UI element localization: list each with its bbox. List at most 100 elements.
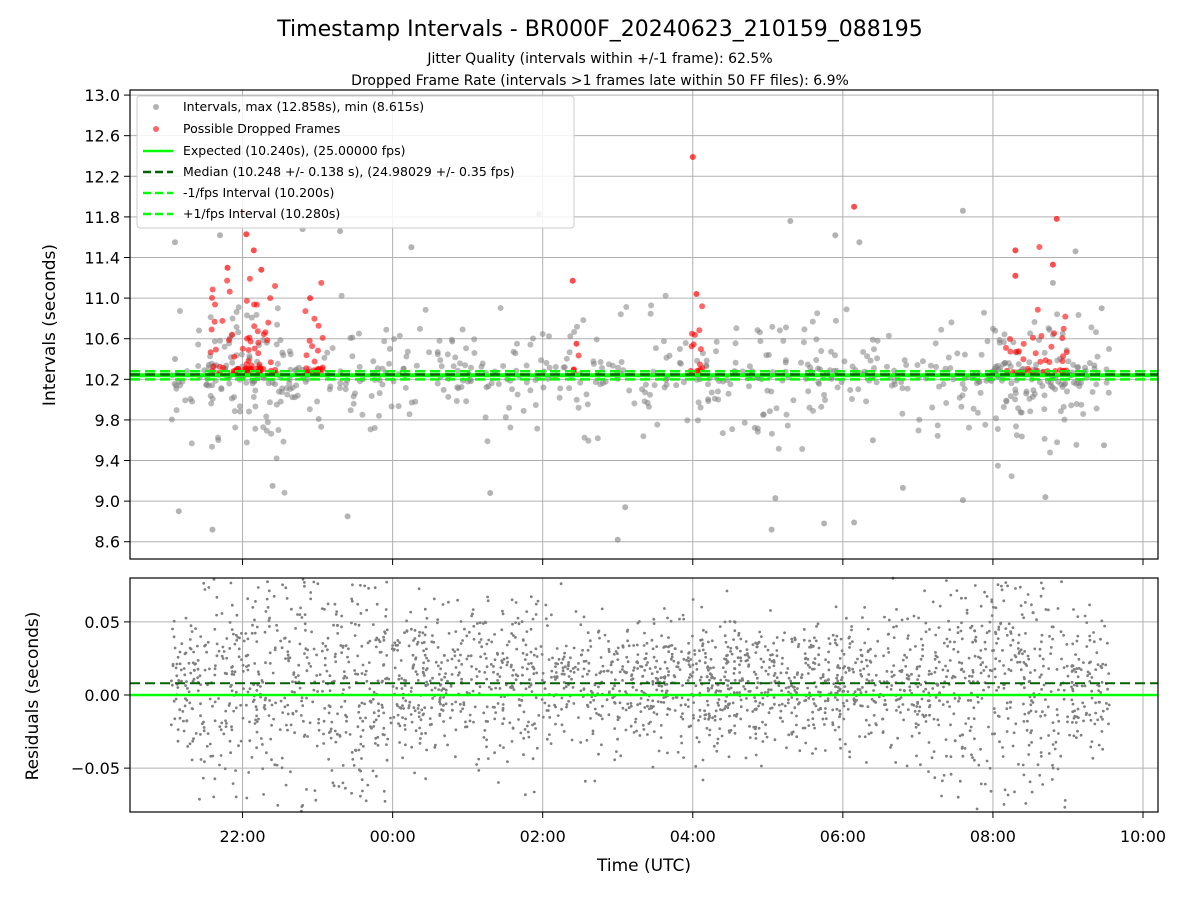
residual-point (581, 675, 584, 678)
residual-point (431, 697, 434, 700)
residual-point (171, 627, 174, 631)
residual-point (474, 667, 478, 671)
residual-point (1088, 713, 1091, 717)
residual-point (1039, 736, 1043, 740)
residual-point (516, 674, 520, 678)
residual-point (579, 689, 583, 693)
residual-point (323, 707, 327, 710)
residual-point (510, 598, 514, 602)
interval-point (801, 326, 808, 333)
interval-point (215, 434, 221, 441)
residual-point (269, 737, 273, 741)
interval-point (680, 379, 687, 386)
interval-point (943, 400, 950, 406)
residual-point (1023, 686, 1026, 690)
residual-point (297, 674, 300, 677)
residual-point (972, 717, 976, 721)
interval-point (252, 387, 259, 394)
residual-point (1094, 711, 1098, 715)
residual-point (309, 665, 313, 668)
residual-point (178, 708, 182, 712)
residual-point (439, 667, 442, 671)
interval-point (662, 292, 669, 299)
interval-point (478, 363, 485, 370)
interval-point (950, 376, 957, 383)
residual-point (322, 742, 326, 745)
interval-point (813, 336, 820, 343)
residual-point (769, 681, 773, 685)
residual-point (360, 757, 363, 760)
residual-point (918, 705, 922, 709)
residual-point (680, 741, 684, 745)
residual-point (431, 676, 434, 680)
residual-point (907, 677, 911, 681)
residual-point (440, 661, 443, 664)
residual-point (752, 725, 756, 729)
residual-point (338, 735, 342, 738)
residual-point (731, 701, 735, 705)
dropped-frame-point (1048, 343, 1055, 350)
residual-point (1063, 799, 1067, 802)
residual-point (667, 650, 671, 654)
residual-point (205, 744, 209, 748)
residual-point (510, 632, 513, 635)
residual-point (917, 674, 921, 678)
residual-point (323, 656, 327, 660)
residual-point (1063, 805, 1067, 809)
residual-point (931, 600, 935, 604)
interval-point (327, 383, 334, 390)
residual-point (856, 688, 860, 691)
interval-point (512, 350, 519, 357)
residual-point (1083, 614, 1087, 618)
residual-point (191, 679, 195, 683)
residual-point (411, 653, 415, 657)
interval-point (1031, 319, 1038, 325)
interval-point (566, 385, 573, 392)
residual-point (273, 763, 277, 767)
residual-point (1022, 661, 1026, 664)
residual-point (934, 651, 937, 654)
interval-point (1007, 393, 1014, 400)
interval-point (462, 362, 469, 369)
intervals-y-tick-label: 9.0 (95, 492, 120, 511)
residual-point (613, 727, 617, 730)
residual-point (1092, 631, 1095, 634)
residual-point (430, 688, 434, 692)
residual-point (955, 589, 959, 592)
residual-point (354, 672, 357, 676)
residual-point (726, 660, 730, 664)
residual-point (284, 783, 288, 787)
residual-point (679, 734, 683, 738)
x-tick-label: 04:00 (670, 827, 716, 846)
residual-point (806, 663, 810, 667)
residual-point (1088, 672, 1092, 676)
residual-point (368, 639, 372, 643)
residual-point (305, 656, 309, 659)
residual-point (753, 696, 756, 699)
residual-point (563, 651, 566, 655)
residual-point (727, 755, 731, 759)
dropped-frame-point (246, 275, 253, 282)
residual-point (202, 726, 206, 729)
residual-point (1003, 788, 1007, 792)
dropped-frame-point (229, 331, 236, 338)
dropped-frame-point (251, 345, 258, 352)
residual-point (924, 621, 928, 625)
interval-point (386, 345, 393, 352)
interval-point (238, 351, 245, 358)
residual-point (1022, 702, 1025, 706)
residual-point (663, 660, 667, 664)
residual-point (442, 687, 446, 691)
residual-point (993, 667, 997, 671)
residual-point (793, 676, 796, 679)
residual-point (1103, 624, 1106, 628)
residual-point (325, 669, 329, 673)
residual-point (836, 679, 840, 683)
residual-point (224, 709, 228, 713)
residual-point (603, 633, 607, 637)
residual-point (545, 737, 549, 741)
interval-point (471, 350, 478, 356)
residual-point (465, 634, 469, 638)
residual-point (230, 689, 234, 693)
interval-point (543, 359, 550, 366)
